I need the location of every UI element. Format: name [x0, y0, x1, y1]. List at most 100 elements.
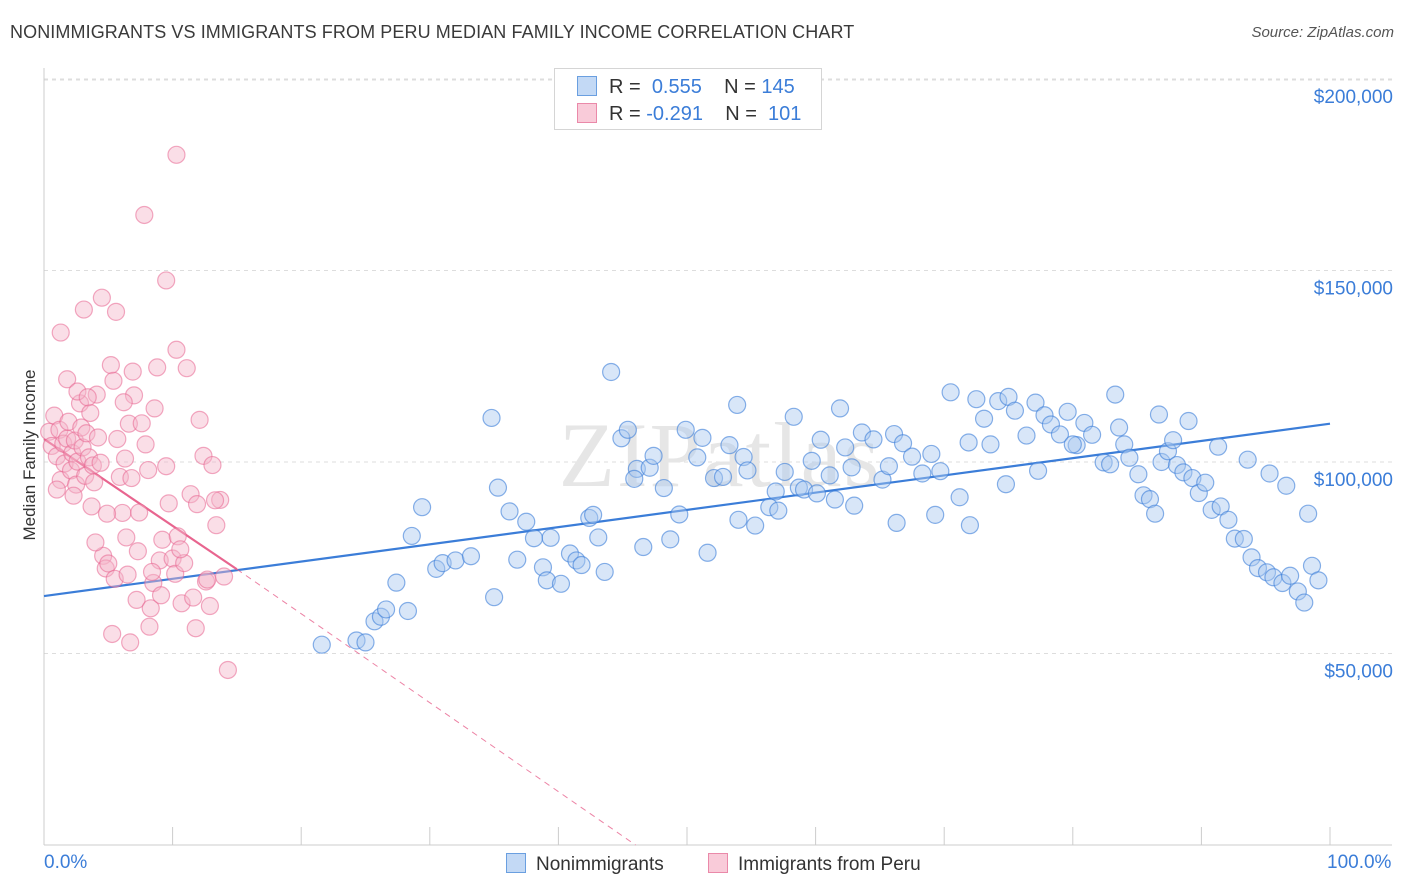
data-point-peru [64, 486, 83, 505]
data-point-nonimmigrant [661, 530, 680, 549]
data-point-nonimmigrant [734, 447, 753, 467]
data-point-nonimmigrant [1164, 431, 1183, 450]
data-point-nonimmigrant [485, 588, 504, 607]
data-point-peru [175, 554, 194, 573]
legend-n-value: 145 [761, 76, 795, 98]
data-point-peru [74, 300, 93, 319]
data-point-nonimmigrant [560, 544, 580, 563]
data-point-peru [140, 617, 159, 636]
data-point-peru [106, 302, 126, 321]
data-point-nonimmigrant [1094, 453, 1113, 472]
data-point-nonimmigrant [845, 496, 864, 515]
data-point-nonimmigrant [541, 528, 560, 547]
data-point-peru [127, 590, 146, 609]
data-point-nonimmigrant [926, 505, 945, 524]
data-point-nonimmigrant [729, 510, 748, 529]
data-point-peru [203, 455, 222, 475]
data-point-nonimmigrant [913, 464, 932, 483]
data-point-nonimmigrant [960, 516, 980, 535]
data-point-nonimmigrant [1295, 593, 1314, 612]
data-point-peru [97, 504, 117, 523]
data-point-peru [108, 429, 127, 449]
data-point-peru [123, 362, 142, 381]
series-immigrants-from-peru [40, 145, 237, 680]
data-point-nonimmigrant [1219, 510, 1238, 529]
data-point-peru [86, 533, 105, 552]
data-point-peru [68, 382, 87, 401]
data-point-nonimmigrant [640, 458, 659, 477]
data-point-nonimmigrant [1026, 393, 1045, 412]
data-point-nonimmigrant [1242, 548, 1261, 567]
data-point-nonimmigrant [981, 435, 1000, 454]
data-point-peru [214, 567, 234, 586]
data-point-peru [198, 570, 217, 589]
data-point-nonimmigrant [676, 420, 695, 439]
axes [43, 68, 1392, 846]
data-point-peru [148, 358, 167, 377]
x-tick-label-min: 0.0% [44, 852, 88, 873]
data-point-peru [78, 388, 97, 407]
source-label: Source: ZipAtlas.com [1251, 24, 1394, 41]
data-point-nonimmigrant [1281, 566, 1300, 585]
data-point-peru [157, 271, 176, 290]
bottom-legend-swatch-blue [506, 853, 526, 873]
data-point-peru [81, 403, 100, 423]
data-point-peru [132, 414, 151, 433]
data-point-nonimmigrant [1299, 504, 1318, 523]
data-point-peru [151, 586, 171, 605]
data-point-nonimmigrant [1309, 571, 1328, 590]
data-point-peru [113, 503, 132, 523]
data-point-peru [119, 414, 138, 433]
data-point-nonimmigrant [584, 505, 603, 524]
data-point-nonimmigrant [1041, 415, 1061, 434]
bottom-legend-label: Nonimmigrants [536, 854, 664, 875]
data-point-nonimmigrant [1100, 455, 1120, 474]
legend-row-nonimmigrants: R = 0.555 N = 145 [577, 75, 795, 99]
data-point-nonimmigrant [1109, 418, 1129, 437]
data-point-nonimmigrant [922, 444, 941, 464]
data-point-nonimmigrant [807, 484, 826, 503]
data-point-nonimmigrant [836, 438, 855, 457]
chart-title: NONIMMIGRANTS VS IMMIGRANTS FROM PERU ME… [10, 22, 855, 42]
bottom-legend-label: Immigrants from Peru [738, 854, 921, 875]
data-point-peru [68, 452, 87, 471]
data-point-nonimmigrant [879, 457, 899, 476]
data-point-nonimmigrant [1196, 473, 1215, 492]
data-point-nonimmigrant [517, 512, 536, 531]
data-point-nonimmigrant [1120, 448, 1139, 467]
data-point-nonimmigrant [412, 498, 432, 517]
bottom-legend-nonimmigrants: Nonimmigrants [506, 852, 664, 878]
y-tick-label: $150,000 [1314, 279, 1393, 300]
legend-r-label: R = [609, 103, 641, 125]
data-point-nonimmigrant [893, 434, 913, 453]
data-point-peru [58, 370, 77, 389]
legend-r-value: 0.555 [651, 76, 702, 98]
data-point-nonimmigrant [1174, 463, 1193, 482]
data-point-nonimmigrant [618, 420, 637, 439]
data-point-nonimmigrant [1273, 573, 1292, 593]
y-tick-labels: $50,000 $100,000 $150,000 $200,000 [1314, 87, 1393, 683]
data-point-peru [101, 356, 120, 375]
data-point-nonimmigrant [728, 395, 747, 415]
data-point-nonimmigrant [1146, 504, 1165, 523]
data-point-peru [139, 460, 158, 480]
data-point-nonimmigrant [446, 551, 465, 570]
data-point-nonimmigrant [634, 537, 653, 557]
data-point-peru [187, 495, 207, 514]
y-tick-label: $200,000 [1314, 87, 1393, 108]
data-point-nonimmigrant [1211, 497, 1230, 516]
data-point-nonimmigrant [967, 390, 986, 409]
data-point-nonimmigrant [825, 490, 844, 509]
data-point-nonimmigrant [365, 612, 384, 631]
data-point-nonimmigrant [1209, 437, 1228, 456]
data-point-peru [159, 494, 178, 513]
data-point-nonimmigrant [551, 574, 571, 593]
data-point-nonimmigrant [670, 505, 689, 524]
data-point-nonimmigrant [830, 399, 850, 418]
data-point-nonimmigrant [461, 547, 481, 566]
data-point-nonimmigrant [989, 392, 1008, 411]
data-point-peru [122, 468, 141, 488]
data-point-nonimmigrant [1288, 582, 1307, 601]
data-point-nonimmigrant [537, 571, 556, 590]
gridlines [44, 78, 1392, 654]
